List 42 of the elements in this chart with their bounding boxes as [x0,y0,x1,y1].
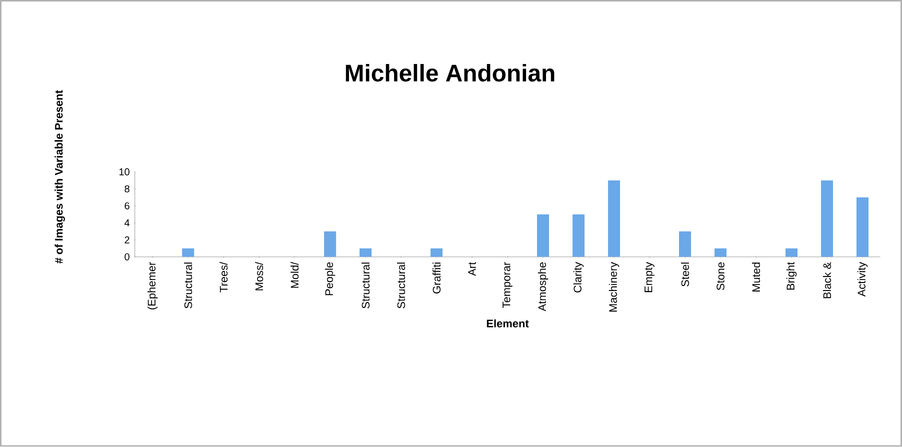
x-tick-label: Moss/ [255,262,264,290]
bar [360,248,372,258]
y-axis-title: # of Images with Variable Present [54,90,65,264]
x-tick-label: Structural [184,262,192,308]
x-tick-label: Structural [397,262,406,308]
bar [821,180,834,258]
x-tick-label: Structural [362,262,370,308]
y-tick-label: 4 [124,220,130,226]
bar [786,248,798,258]
y-tick-label: 6 [124,202,130,210]
y-tick-label: 8 [124,185,130,192]
x-tick-label: Temporar [502,262,512,308]
x-tick-label: Stone [716,262,724,290]
bar [430,248,443,258]
x-tick-label: Empty [644,262,654,292]
y-tick-label: 0 [124,253,130,261]
x-tick-label: Activity [857,262,868,297]
bar [324,231,336,258]
x-tick-label: Atmosphe [538,262,548,312]
x-tick-label: Graffiti [432,262,441,294]
x-tick-label: Steel [681,262,690,287]
chart-title: Michelle Andonian [346,64,554,82]
x-axis-title: Element [486,319,529,328]
x-tick-label: Machinery [608,262,620,312]
x-tick-label: Mold/ [290,262,299,288]
bar [679,231,692,258]
bar [537,214,550,258]
x-tick-label: Muted [752,262,760,292]
y-tick-label: 2 [124,236,130,244]
bar [182,248,194,258]
x-tick-label: Art [468,262,476,276]
x-tick-label: (Ephemer [147,262,158,310]
x-tick-label: Trees/ [220,262,228,292]
x-tick-label: Black & [822,262,832,298]
x-tick-label: Clarity [573,262,584,293]
bar [714,248,727,258]
bar [608,180,620,258]
y-tick-label: 10 [119,168,130,176]
x-tick-label: People [324,262,336,296]
x-tick-label: Bright [786,262,797,290]
bar [856,197,869,258]
bar [572,214,585,258]
